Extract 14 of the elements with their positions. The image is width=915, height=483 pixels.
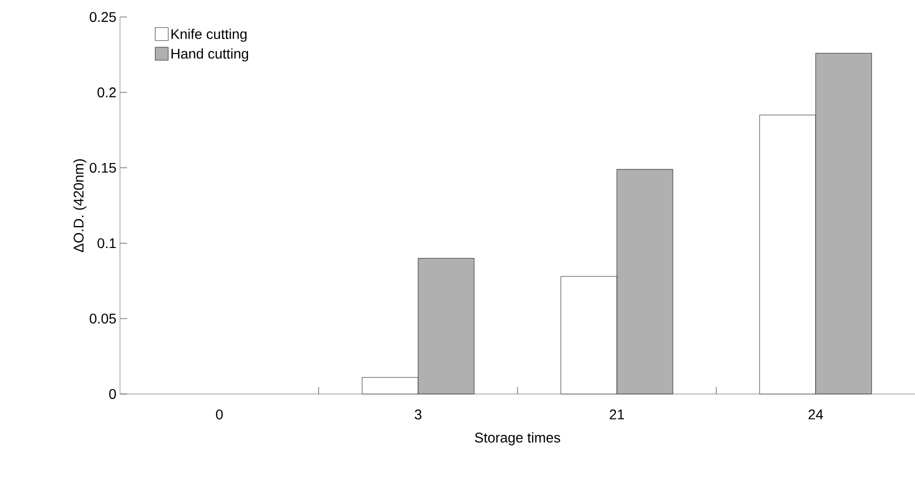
- x-tick-label: 24: [808, 410, 823, 420]
- legend-label: Hand cutting: [172, 48, 248, 62]
- x-tick-label: 21: [610, 410, 624, 420]
- y-tick-label: 0.2: [98, 87, 116, 98]
- y-tick-label: 0.05: [90, 314, 116, 324]
- x-tick-label: 0: [216, 410, 223, 420]
- y-tick-label: 0.15: [90, 162, 116, 173]
- x-tick-label: 3: [414, 410, 422, 420]
- y-tick-label: 0.25: [90, 12, 116, 22]
- x-axis-title: Storage times: [474, 432, 560, 446]
- y-tick-label: 0: [109, 389, 116, 399]
- legend-label: Knife cutting: [172, 28, 247, 42]
- y-tick-label: 0.1: [98, 238, 116, 248]
- y-axis-title: ΔO.D. (420nm): [73, 159, 86, 252]
